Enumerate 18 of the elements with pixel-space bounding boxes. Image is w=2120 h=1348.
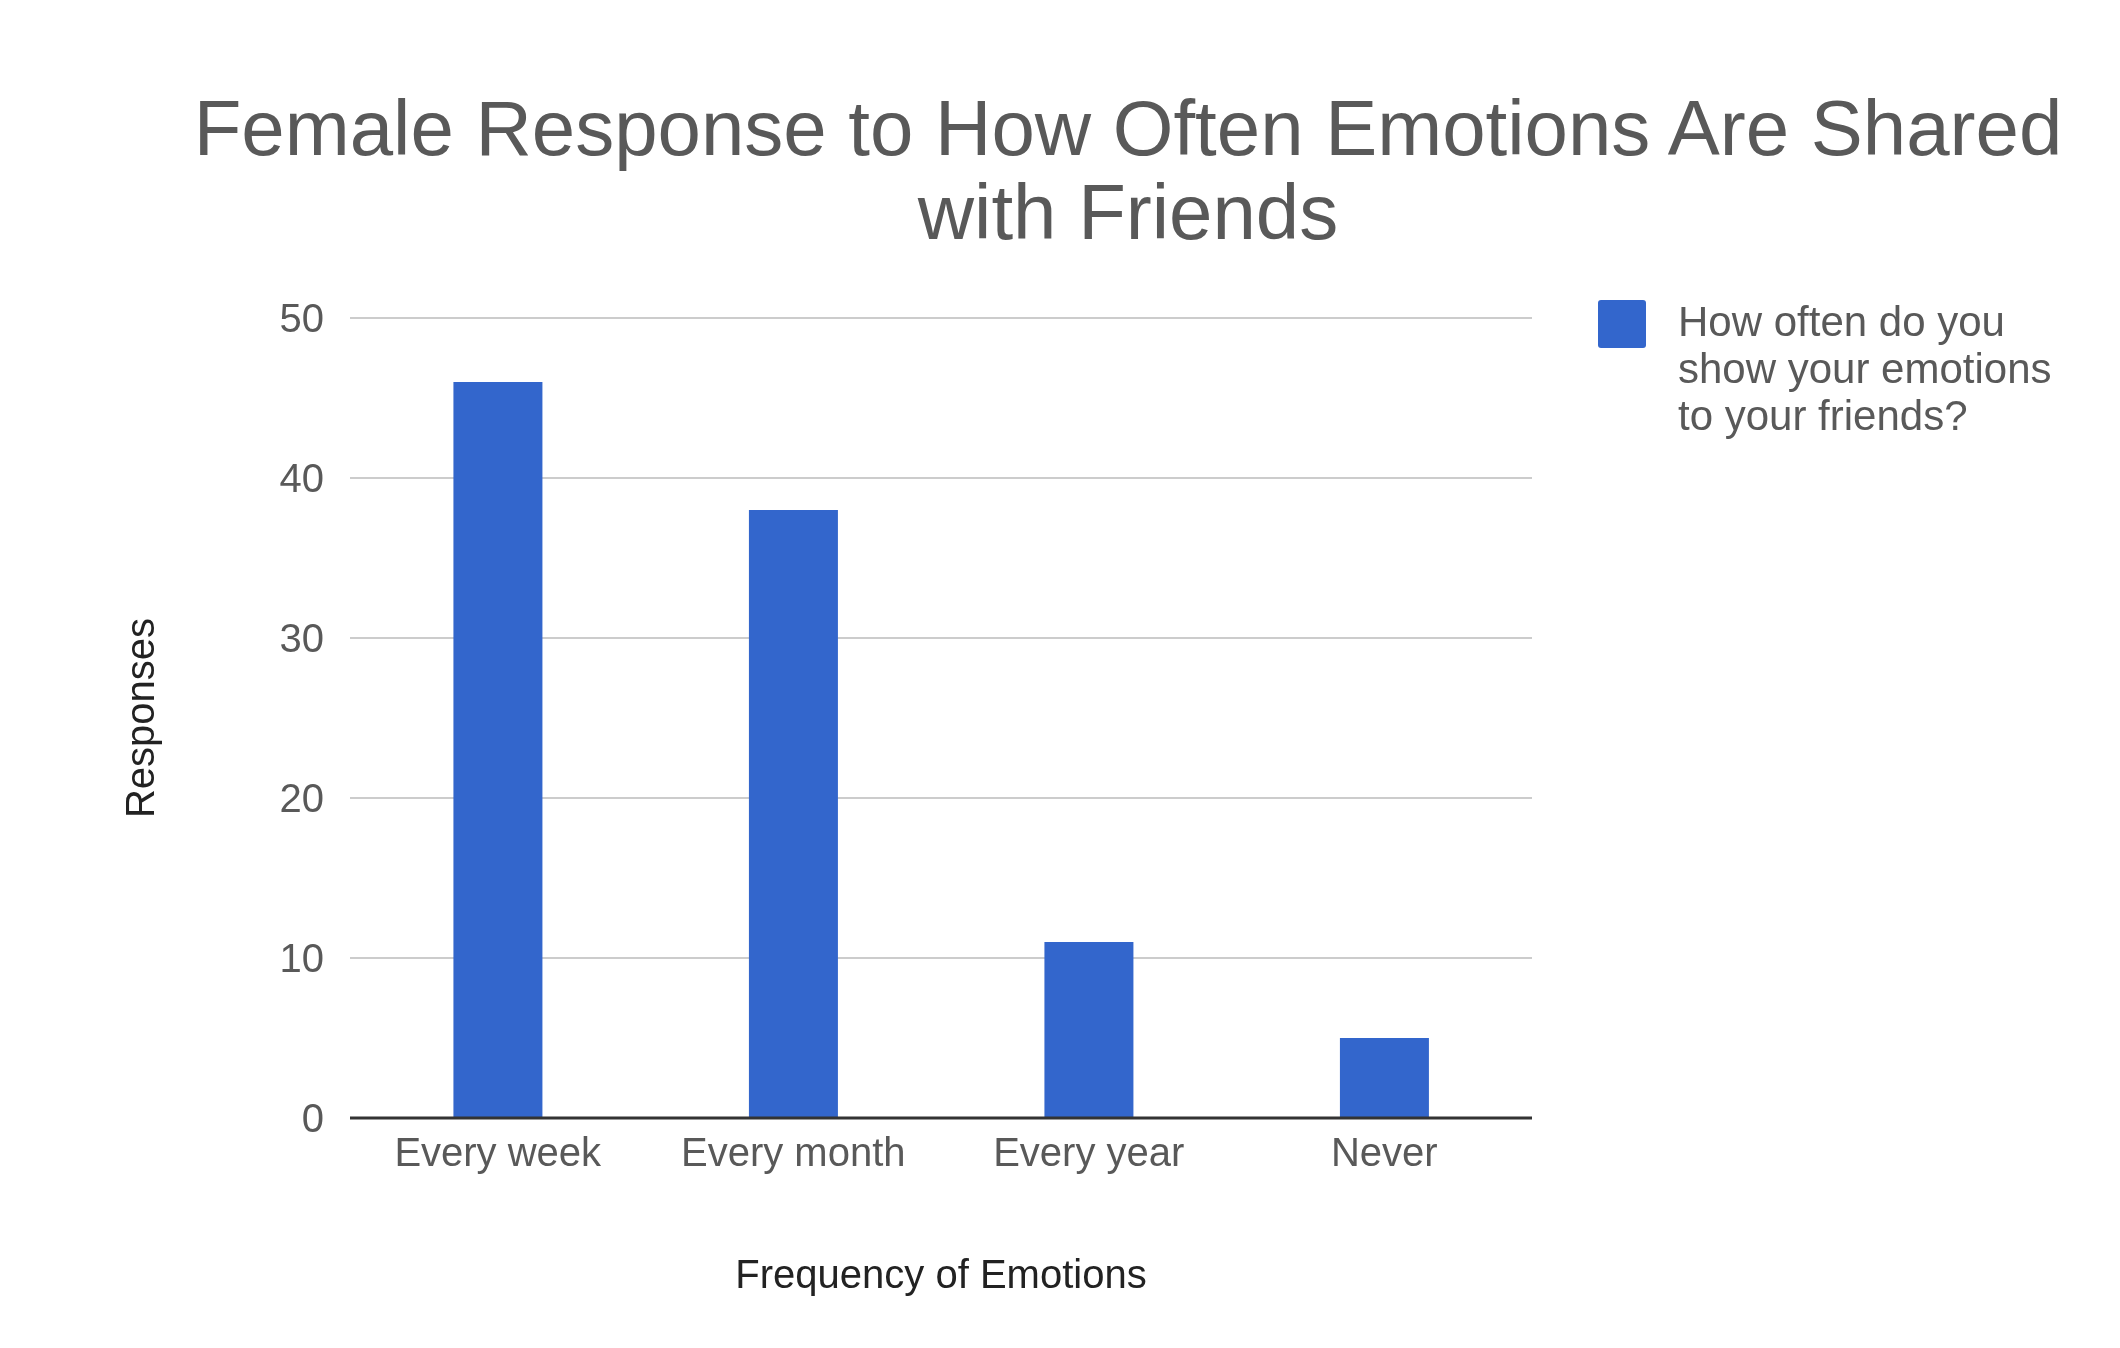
y-axis-title: Responses [118, 617, 163, 819]
bar [1044, 942, 1134, 1118]
y-tick-label: 10 [279, 936, 324, 981]
y-tick-label: 40 [279, 456, 324, 501]
x-tick-label: Never [1330, 1130, 1438, 1175]
bar [1339, 1038, 1429, 1118]
legend-label: How often do you show your emotions to your friends? [1678, 298, 2053, 439]
y-tick-label: 30 [279, 616, 324, 661]
bar [748, 510, 838, 1118]
x-tick-label: Every week [394, 1130, 603, 1175]
y-tick-label: 20 [279, 776, 324, 821]
chart-title: Female Response to How Often Emotions Are Shared with Friends [192, 84, 2064, 256]
x-tick-label: Every year [993, 1130, 1185, 1175]
y-tick-label: 0 [301, 1096, 324, 1141]
bar [453, 382, 543, 1118]
x-tick-label: Every month [680, 1130, 906, 1175]
x-axis-title: Frequency of Emotions [735, 1252, 1147, 1296]
y-tick-label: 50 [279, 296, 324, 341]
